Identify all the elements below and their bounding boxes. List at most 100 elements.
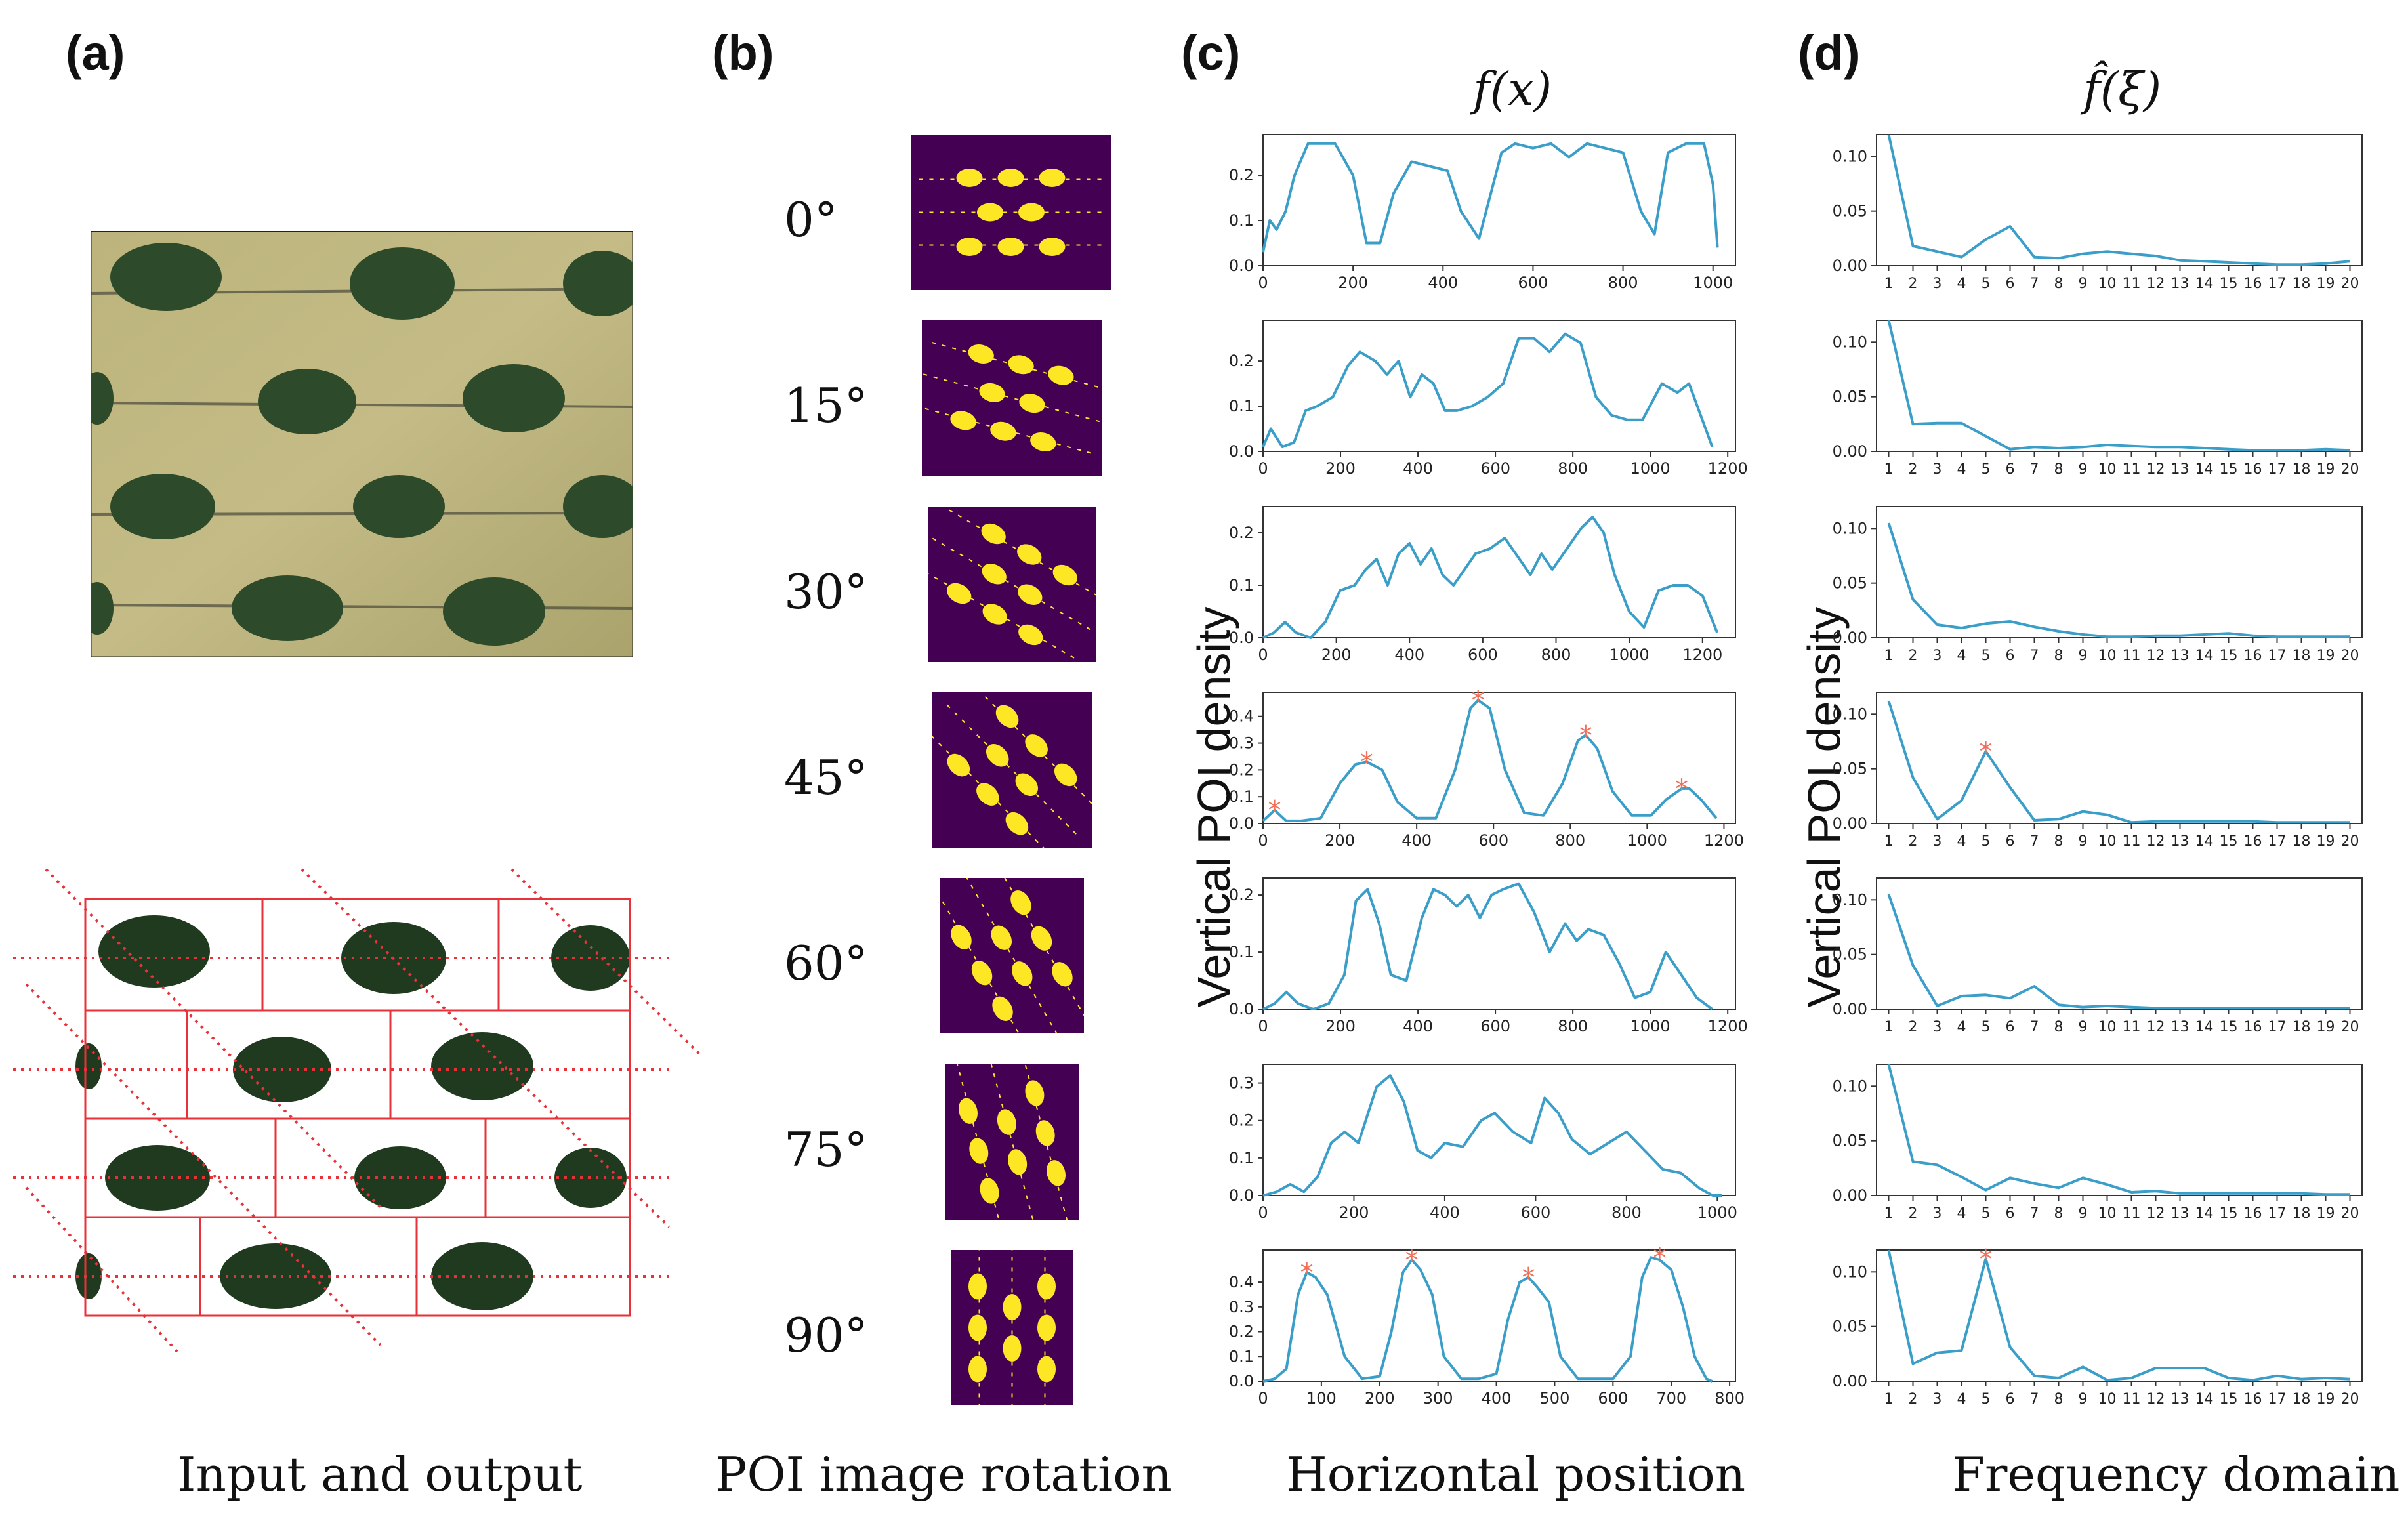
y-tick-label: 0.10 [1833,147,1867,165]
panel-c-title: f(x) [1473,62,1552,116]
poi-rotation-thumbnail [928,507,1096,662]
y-tick-label: 0.3 [1229,734,1254,753]
x-tick-label: 13 [2171,1391,2190,1407]
x-tick-label: 800 [1541,646,1571,664]
grid-output-image [13,868,703,1353]
subplot-c: 0 200 400 600 800 1000 1200 0.0 0.1 0.2 0.3 0.4 * * * *… [1229,686,1744,850]
x-tick-label: 9 [2079,461,2088,478]
x-tick-label: 1200 [1682,646,1722,664]
angle-label: 75° [784,1122,868,1177]
x-tick-label: 600 [1520,1203,1550,1222]
peak-marker: * [1472,686,1485,716]
x-tick-label: 1 [1884,461,1894,478]
x-tick-label: 8 [2054,461,2064,478]
x-tick-label: 6 [2006,833,2015,850]
x-tick-label: 3 [1933,1019,1942,1035]
peak-marker: * [1980,737,1993,767]
angle-label: 90° [784,1308,868,1363]
axes-frame [1262,692,1736,824]
x-tick-label: 7 [2030,461,2039,478]
series-line [1887,894,2350,1010]
x-tick-label: 1200 [1704,831,1744,850]
x-tick-label: 4 [1957,1391,1966,1407]
x-tick-label: 2 [1909,276,1918,292]
x-tick-label: 5 [1982,1019,1991,1035]
x-tick-label: 12 [2147,276,2165,292]
x-tick-label: 19 [2317,648,2335,664]
x-tick-label: 19 [2317,1391,2335,1407]
axes-frame [1876,134,2363,266]
x-tick-label: 15 [2220,276,2238,292]
series-line [1262,142,1719,253]
series-line [1262,516,1718,639]
subplot-c: 0 100 200 300 400 500 600 700 800 0.0 0.1 0.2 0.3 0.4… [1229,1243,1745,1407]
x-tick-label: 1000 [1630,1017,1671,1035]
y-tick-label: 0.2 [1229,1323,1254,1341]
y-tick-label: 0.2 [1229,886,1254,904]
x-tick-label: 10 [2098,276,2117,292]
x-tick-label: 18 [2293,648,2311,664]
x-tick-label: 13 [2171,276,2190,292]
x-tick-label: 12 [2147,461,2165,478]
x-tick-label: 10 [2098,1391,2117,1407]
y-tick-label: 0.10 [1833,519,1867,537]
peak-marker: * [1675,774,1688,804]
subplot-d: 1 2 3 4 5 6 7 8 9 10 11 12 13 14 15 16 17 18 19 200.000.050… [1833,506,2363,664]
panel-b-letter: (b) [712,26,774,80]
x-tick-label: 400 [1482,1389,1512,1407]
x-tick-label: 19 [2317,461,2335,478]
x-tick-label: 4 [1957,276,1966,292]
y-tick-label: 0.0 [1229,257,1254,275]
x-tick-label: 10 [2098,648,2117,664]
y-tick-label: 0.00 [1833,257,1867,275]
y-tick-label: 0.3 [1229,1074,1254,1092]
y-tick-label: 0.10 [1833,890,1867,909]
y-tick-label: 0.4 [1229,1273,1254,1291]
x-tick-label: 0 [1258,274,1268,292]
x-tick-label: 600 [1480,1017,1510,1035]
x-tick-label: 0 [1258,831,1268,850]
x-tick-label: 13 [2171,461,2190,478]
x-tick-label: 800 [1558,459,1588,478]
x-tick-label: 8 [2054,1391,2064,1407]
peak-marker: * [1300,1258,1314,1288]
y-tick-label: 0.05 [1833,1318,1867,1336]
y-tick-label: 0.1 [1229,787,1254,806]
x-tick-label: 5 [1982,1205,1991,1222]
x-tick-label: 200 [1325,459,1356,478]
axes-frame [1876,1249,2363,1382]
x-tick-label: 600 [1478,831,1508,850]
x-tick-label: 1 [1884,1391,1894,1407]
x-tick-label: 200 [1365,1389,1395,1407]
x-tick-label: 15 [2220,648,2238,664]
x-tick-label: 6 [2006,1391,2015,1407]
x-tick-label: 10 [2098,1205,2117,1222]
x-tick-label: 16 [2244,1391,2262,1407]
x-tick-label: 8 [2054,648,2064,664]
poi-rotation-thumbnail [940,878,1084,1033]
x-tick-label: 12 [2147,1019,2165,1035]
x-tick-label: 7 [2030,648,2039,664]
axes-frame [1262,134,1736,266]
x-tick-label: 7 [2030,833,2039,850]
x-tick-label: 400 [1428,274,1458,292]
subplot-c: 0 200 400 600 800 1000 1200 0.0 0.1 0.2 [1229,320,1748,478]
subplot-d: 1 2 3 4 5 6 7 8 9 10 11 12 13 14 15 16 17 18 19 200.000.050… [1833,1244,2363,1407]
x-tick-label: 19 [2317,833,2335,850]
x-tick-label: 600 [1518,274,1548,292]
x-tick-label: 18 [2293,461,2311,478]
x-tick-label: 11 [2123,276,2141,292]
x-tick-label: 600 [1598,1389,1628,1407]
x-tick-label: 11 [2123,461,2141,478]
axes-frame [1262,1064,1736,1196]
x-tick-label: 400 [1401,831,1432,850]
x-tick-label: 13 [2171,1019,2190,1035]
poi-rotation-thumbnail [945,1064,1079,1220]
subplot-c: 0 200 400 600 800 1000 1200 0.0 0.1 0.2 [1229,877,1748,1035]
x-tick-label: 800 [1608,274,1638,292]
x-tick-label: 1200 [1708,1017,1748,1035]
y-tick-label: 0.0 [1229,1186,1254,1205]
y-tick-label: 0.2 [1229,352,1254,370]
x-tick-label: 8 [2054,1205,2064,1222]
x-tick-label: 600 [1480,459,1510,478]
